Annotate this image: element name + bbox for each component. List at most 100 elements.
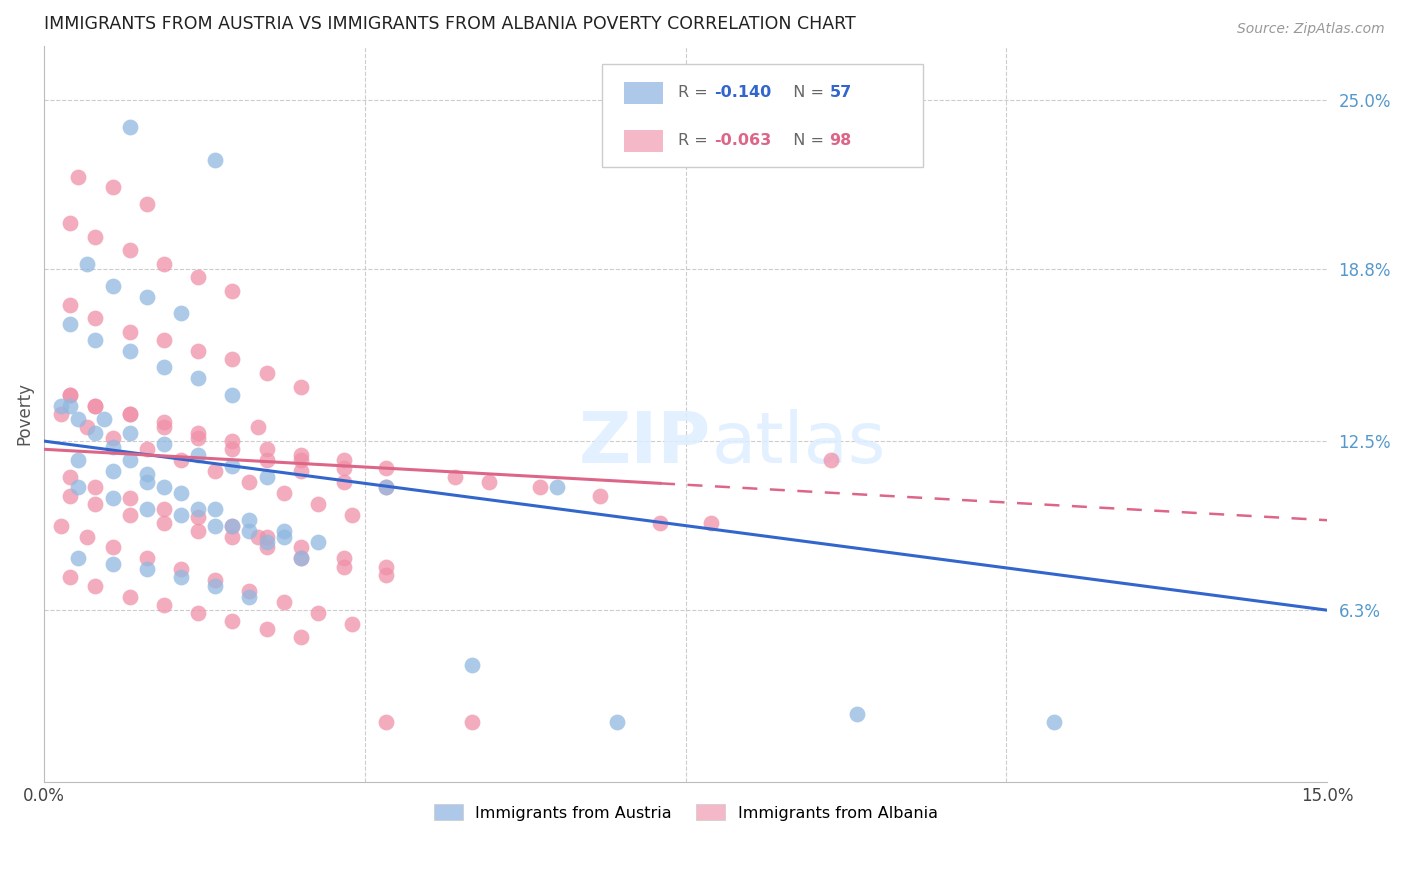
Point	[340, 616, 363, 631]
Point	[648, 516, 671, 530]
Point	[84, 399, 107, 413]
Point	[375, 480, 398, 494]
Point	[307, 497, 329, 511]
Point	[59, 489, 82, 503]
Point	[307, 606, 329, 620]
Text: R =: R =	[678, 133, 713, 148]
Point	[51, 399, 73, 413]
Legend: Immigrants from Austria, Immigrants from Albania: Immigrants from Austria, Immigrants from…	[427, 797, 943, 827]
Point	[135, 551, 157, 566]
Point	[187, 524, 209, 538]
Point	[135, 475, 157, 489]
Point	[238, 475, 260, 489]
Point	[820, 453, 842, 467]
Point	[290, 453, 312, 467]
Point	[256, 469, 278, 483]
Point	[375, 714, 398, 729]
Point	[204, 518, 226, 533]
Point	[443, 469, 465, 483]
Point	[67, 453, 90, 467]
Point	[135, 442, 157, 457]
Point	[101, 431, 124, 445]
Point	[59, 399, 82, 413]
Point	[118, 508, 141, 522]
Point	[59, 298, 82, 312]
Point	[59, 317, 82, 331]
Point	[529, 480, 551, 494]
Point	[221, 388, 243, 402]
Point	[135, 467, 157, 481]
Point	[135, 562, 157, 576]
Point	[153, 333, 176, 347]
Point	[101, 464, 124, 478]
Point	[84, 333, 107, 347]
Point	[204, 153, 226, 168]
Point	[375, 567, 398, 582]
Point	[170, 562, 193, 576]
Point	[153, 415, 176, 429]
Point	[256, 366, 278, 380]
Point	[246, 530, 269, 544]
Point	[290, 464, 312, 478]
Point	[332, 551, 354, 566]
Point	[700, 516, 723, 530]
Point	[59, 216, 82, 230]
Point	[170, 306, 193, 320]
Point	[332, 453, 354, 467]
Point	[101, 440, 124, 454]
Point	[67, 412, 90, 426]
Point	[256, 535, 278, 549]
Point	[204, 464, 226, 478]
Point	[375, 480, 398, 494]
Point	[170, 508, 193, 522]
Point	[59, 388, 82, 402]
Point	[221, 518, 243, 533]
Point	[153, 257, 176, 271]
Point	[204, 579, 226, 593]
Point	[118, 325, 141, 339]
Point	[187, 371, 209, 385]
Point	[256, 442, 278, 457]
Point	[101, 491, 124, 506]
Point	[221, 442, 243, 457]
Point	[153, 480, 176, 494]
Point	[76, 530, 98, 544]
Point	[153, 420, 176, 434]
Y-axis label: Poverty: Poverty	[15, 383, 32, 445]
Point	[221, 614, 243, 628]
Point	[101, 278, 124, 293]
Point	[290, 551, 312, 566]
Point	[204, 573, 226, 587]
Point	[221, 518, 243, 533]
Point	[238, 584, 260, 599]
Point	[187, 270, 209, 285]
Point	[118, 407, 141, 421]
Point	[118, 590, 141, 604]
Point	[59, 469, 82, 483]
Point	[170, 453, 193, 467]
Point	[76, 257, 98, 271]
Point	[238, 524, 260, 538]
Point	[84, 480, 107, 494]
Point	[59, 570, 82, 584]
Point	[187, 425, 209, 440]
Point	[118, 244, 141, 258]
Point	[290, 551, 312, 566]
Point	[93, 412, 115, 426]
Point	[153, 502, 176, 516]
Point	[67, 480, 90, 494]
Point	[135, 502, 157, 516]
Point	[332, 475, 354, 489]
Text: ZIP: ZIP	[579, 409, 711, 478]
Point	[84, 497, 107, 511]
Point	[375, 559, 398, 574]
Point	[375, 461, 398, 475]
Point	[59, 388, 82, 402]
Point	[307, 535, 329, 549]
FancyBboxPatch shape	[624, 82, 662, 103]
FancyBboxPatch shape	[624, 130, 662, 152]
Point	[290, 631, 312, 645]
Point	[461, 714, 484, 729]
Point	[340, 508, 363, 522]
Point	[273, 486, 295, 500]
